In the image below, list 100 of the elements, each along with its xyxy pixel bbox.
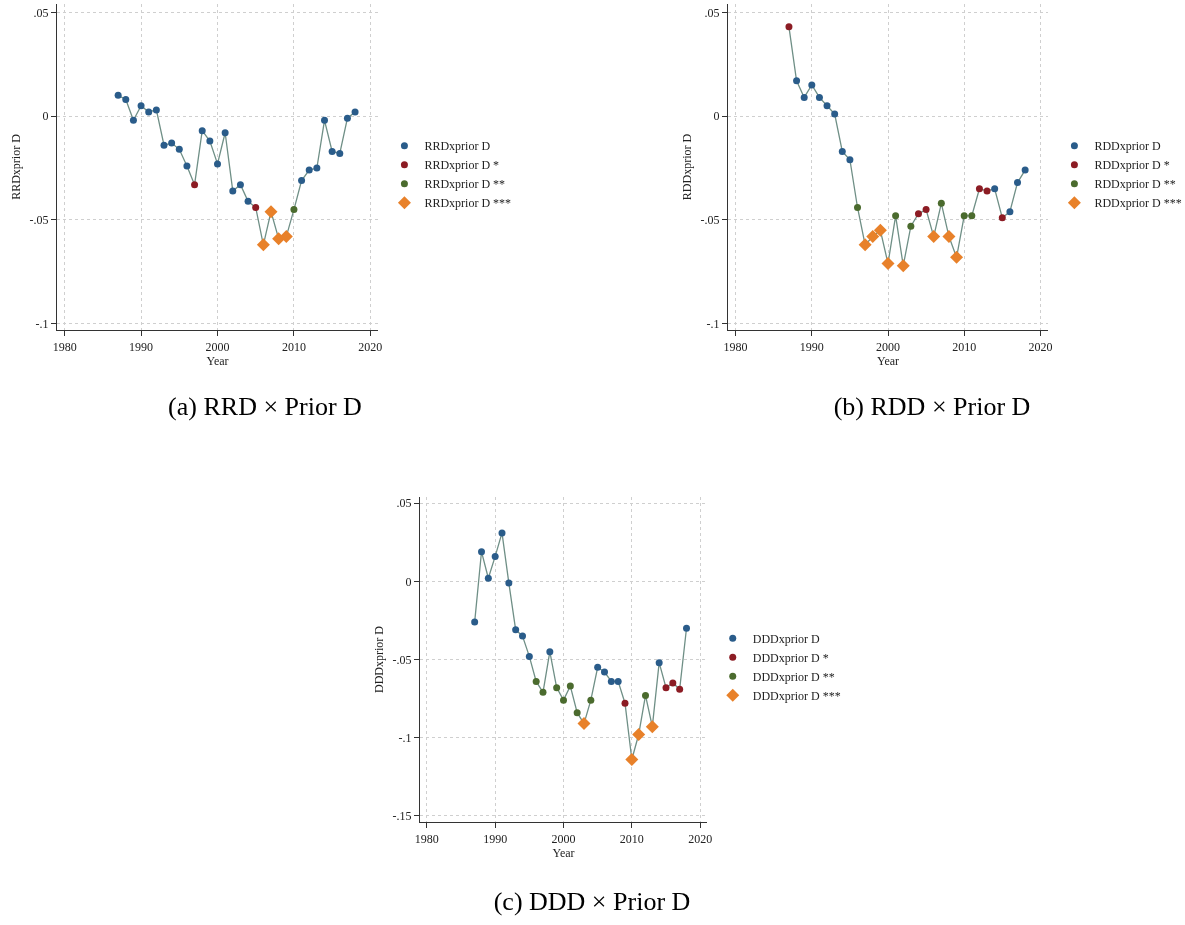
x-tick-label: 1990: [129, 339, 154, 354]
point: [846, 156, 854, 164]
y-tick-label: 0: [713, 109, 720, 124]
x-tick-label: 2010: [281, 339, 306, 354]
point: [922, 206, 930, 214]
point: [298, 177, 306, 184]
point: [221, 129, 229, 137]
point: [305, 166, 313, 174]
point: [621, 699, 629, 707]
point: [525, 652, 533, 660]
point: [594, 663, 602, 671]
point: [607, 677, 615, 685]
point: [983, 187, 991, 195]
legend-label: RDDxprior D **: [1094, 177, 1176, 192]
point: [950, 250, 964, 264]
legend-label: RRDxprior D *: [424, 158, 500, 173]
y-tick-label: .05: [704, 5, 720, 20]
legend-label: RDDxprior D *: [1094, 158, 1170, 173]
point: [244, 197, 252, 205]
point: [175, 145, 183, 153]
text: (b) RDD × Prior D: [833, 392, 1031, 422]
x-tick-label: 2000: [205, 339, 230, 354]
point: [831, 110, 839, 118]
point: [896, 259, 910, 273]
point: [471, 618, 479, 626]
point: [546, 648, 554, 656]
point: [152, 106, 160, 114]
point: [145, 108, 153, 116]
legend-label: DDDxprior D *: [752, 650, 829, 665]
point: [838, 147, 846, 155]
y-tick-label: .05: [396, 496, 412, 511]
y-axis-title: DDDxprior D: [371, 625, 386, 693]
point: [991, 185, 999, 193]
point: [655, 659, 663, 667]
point: [1014, 179, 1022, 187]
x-tick-label: 2010: [952, 339, 977, 354]
point: [1006, 208, 1014, 216]
point: [328, 147, 336, 155]
point: [942, 230, 956, 244]
legend-label: DDDxprior D ***: [752, 688, 841, 703]
point: [960, 212, 968, 220]
point: [975, 185, 983, 193]
point: [968, 212, 976, 220]
point: [642, 691, 649, 699]
x-axis-title: Year: [552, 845, 575, 860]
x-tick-label: 2020: [358, 339, 383, 354]
point: [343, 114, 351, 122]
y-tick-label: 0: [42, 109, 49, 124]
point: [512, 626, 520, 634]
y-tick-label: -.1: [35, 316, 49, 331]
point: [573, 709, 581, 717]
point: [785, 23, 793, 31]
legend-label: RDDxprior D: [1094, 139, 1162, 154]
legend-label: RRDxprior D ***: [424, 196, 512, 211]
point: [793, 77, 801, 85]
legend-label: RRDxprior D **: [424, 177, 506, 192]
point: [927, 230, 941, 244]
point: [800, 93, 808, 101]
point: [160, 141, 168, 149]
point: [252, 203, 260, 211]
point: [336, 150, 344, 157]
point: [279, 230, 293, 244]
legend-label: DDDxprior D **: [752, 669, 835, 684]
point: [808, 81, 816, 89]
y-axis-title: RDDxprior D: [679, 133, 694, 201]
point: [519, 632, 526, 640]
point: [1021, 166, 1029, 174]
x-tick-label: 2010: [619, 831, 644, 846]
point: [614, 677, 622, 685]
point: [256, 238, 270, 252]
y-tick-label: -.15: [392, 808, 412, 823]
point: [560, 696, 567, 704]
x-tick-label: 2020: [688, 831, 713, 846]
point: [669, 679, 677, 687]
point: [632, 728, 646, 741]
point: [566, 682, 574, 690]
point: [907, 222, 915, 230]
y-tick-label: -.05: [392, 652, 412, 667]
x-tick-label: 1990: [483, 831, 508, 846]
point: [498, 529, 506, 537]
x-tick-label: 2020: [1028, 339, 1053, 354]
point: [122, 96, 130, 104]
point: [313, 164, 321, 172]
point: [858, 238, 872, 252]
point: [587, 696, 595, 704]
x-tick-label: 1990: [799, 339, 824, 354]
point: [351, 108, 359, 116]
point: [601, 668, 608, 676]
point: [114, 91, 122, 99]
point: [214, 160, 221, 168]
point: [183, 162, 191, 170]
x-tick-label: 1980: [414, 831, 439, 846]
legend-label: RDDxprior D ***: [1094, 196, 1182, 211]
text: (c) DDD × Prior D: [493, 887, 691, 917]
y-tick-label: 0: [405, 574, 412, 589]
point: [683, 624, 690, 632]
point: [229, 187, 237, 195]
x-tick-label: 2000: [876, 339, 900, 354]
x-tick-label: 1980: [52, 339, 77, 354]
point: [823, 102, 831, 110]
